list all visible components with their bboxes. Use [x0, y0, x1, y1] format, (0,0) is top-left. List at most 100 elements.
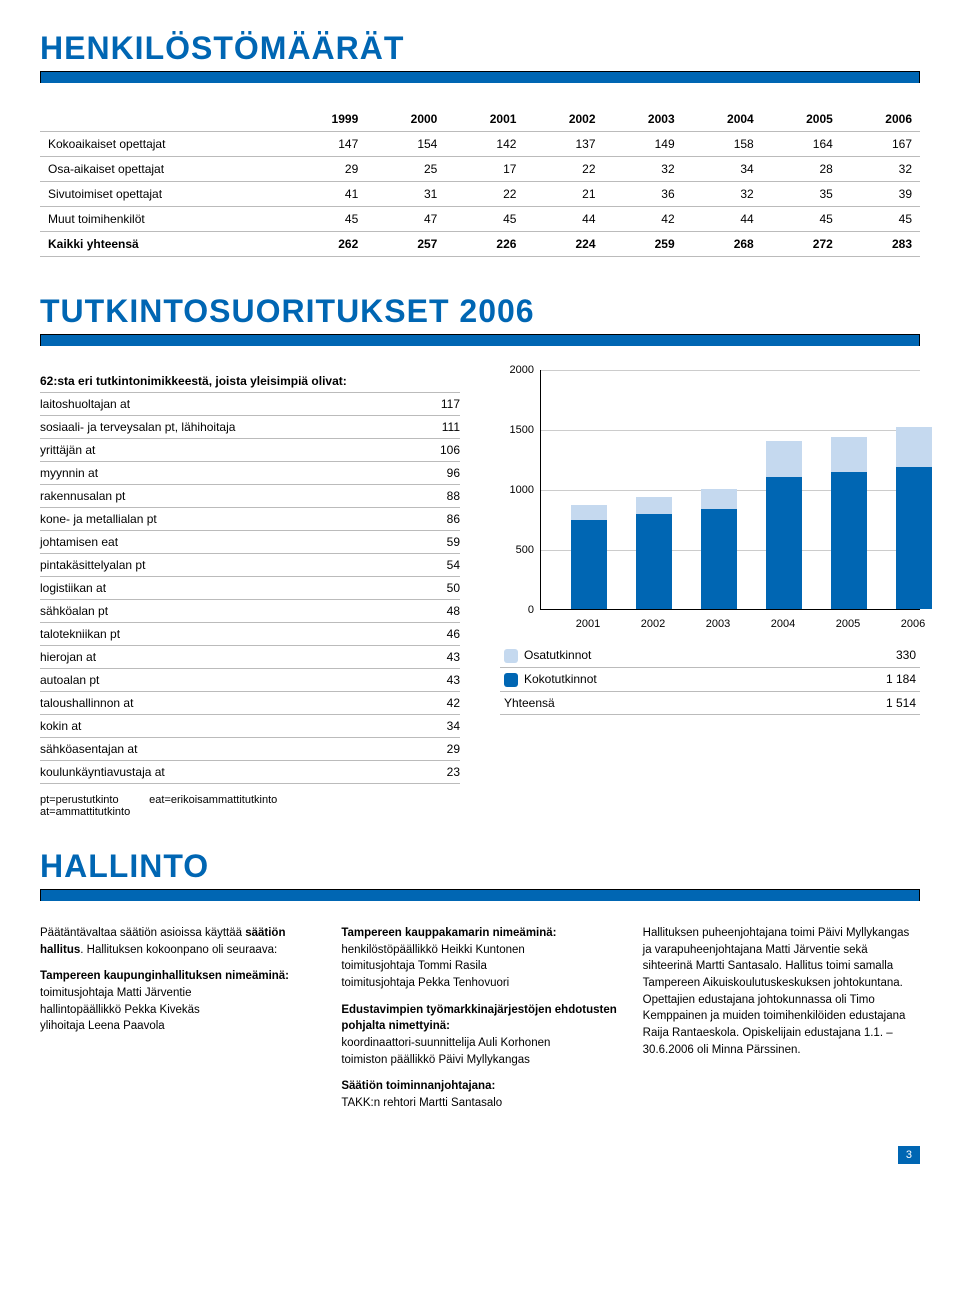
cell: 31 — [366, 182, 445, 207]
text: ylihoitaja Leena Paavola — [40, 1020, 165, 1032]
list-item: myynnin at96 — [40, 462, 460, 485]
abbr-line: pt=perustutkinto eat=erikoisammattitutki… — [40, 794, 460, 818]
list-label: logistiikan at — [40, 577, 421, 600]
bar-group — [766, 441, 802, 609]
bar-group — [636, 497, 672, 609]
list-label: sähköasentajan at — [40, 738, 421, 761]
degree-list-table: laitoshuoltajan at117sosiaali- ja tervey… — [40, 393, 460, 784]
list-item: johtamisen eat59 — [40, 531, 460, 554]
degree-chart: 0500100015002000 20012002200320042005200… — [500, 370, 920, 630]
legend-label-cell: Osatutkinnot — [500, 644, 805, 667]
cell: 25 — [366, 157, 445, 182]
table-header: 2001 — [445, 107, 524, 132]
x-axis-label: 2002 — [641, 618, 665, 630]
list-item: laitoshuoltajan at117 — [40, 393, 460, 416]
row-label: Sivutoimiset opettajat — [40, 182, 287, 207]
hallinto-columns: Päätäntävaltaa säätiön asioissa käyttää … — [40, 925, 920, 1122]
legend-swatch-icon — [504, 649, 518, 663]
bar-group — [571, 505, 607, 609]
text: Päätäntävaltaa säätiön asioissa käyttää — [40, 927, 245, 939]
list-item: autoalan pt43 — [40, 669, 460, 692]
abbr-at: at=ammattitutkinto — [40, 806, 130, 818]
hallinto-col-2: Tampereen kauppakamarin nimeäminä: henki… — [341, 925, 618, 1122]
cell: 257 — [366, 232, 445, 257]
text: hallintopäällikkö Pekka Kivekäs — [40, 1004, 200, 1016]
row-label: Osa-aikaiset opettajat — [40, 157, 287, 182]
x-axis-label: 2003 — [706, 618, 730, 630]
list-item: logistiikan at50 — [40, 577, 460, 600]
subhead: Tampereen kaupunginhallituksen nimeäminä… — [40, 970, 289, 982]
section-title-hallinto: HALLINTO — [40, 848, 920, 885]
cell: 34 — [683, 157, 762, 182]
text: henkilöstöpäällikkö Heikki Kuntonen — [341, 944, 524, 956]
page-number: 3 — [898, 1146, 920, 1164]
legend-value: 1 514 — [805, 691, 920, 714]
page-number-wrap: 3 — [40, 1146, 920, 1164]
list-item: sähköalan pt48 — [40, 600, 460, 623]
cell: 32 — [841, 157, 920, 182]
abbr-pt: pt=perustutkinto — [40, 794, 119, 806]
cell: 41 — [287, 182, 366, 207]
cell: 22 — [524, 157, 603, 182]
table-header — [40, 107, 287, 132]
cell: 28 — [762, 157, 841, 182]
cell: 137 — [524, 132, 603, 157]
list-value: 29 — [421, 738, 460, 761]
list-value: 34 — [421, 715, 460, 738]
row-label: Muut toimihenkilöt — [40, 207, 287, 232]
list-item: kokin at34 — [40, 715, 460, 738]
list-item: yrittäjän at106 — [40, 439, 460, 462]
legend-row: Yhteensä1 514 — [500, 691, 920, 714]
cell: 39 — [841, 182, 920, 207]
x-axis-label: 2004 — [771, 618, 795, 630]
cell: 272 — [762, 232, 841, 257]
bar-segment-koko — [636, 514, 672, 609]
cell: 44 — [683, 207, 762, 232]
list-label: sähköalan pt — [40, 600, 421, 623]
cell: 47 — [366, 207, 445, 232]
abbr-eat: eat=erikoisammattitutkinto — [149, 794, 277, 806]
table-row: Sivutoimiset opettajat4131222136323539 — [40, 182, 920, 207]
y-axis-label: 500 — [500, 544, 534, 556]
list-value: 50 — [421, 577, 460, 600]
hallinto-col-1: Päätäntävaltaa säätiön asioissa käyttää … — [40, 925, 317, 1122]
text: toimitusjohtaja Pekka Tenhovuori — [341, 977, 509, 989]
divider-bar — [40, 889, 920, 901]
cell: 262 — [287, 232, 366, 257]
list-label: yrittäjän at — [40, 439, 421, 462]
list-item: sähköasentajan at29 — [40, 738, 460, 761]
subhead: Säätiön toiminnanjohtajana: — [341, 1080, 495, 1092]
list-label: koulunkäyntiavustaja at — [40, 761, 421, 784]
text: toimiston päällikkö Päivi Myllykangas — [341, 1054, 530, 1066]
list-item: taloushallinnon at42 — [40, 692, 460, 715]
cell: 21 — [524, 182, 603, 207]
legend-value: 1 184 — [805, 667, 920, 691]
table-header: 2000 — [366, 107, 445, 132]
row-label: Kaikki yhteensä — [40, 232, 287, 257]
x-axis-label: 2005 — [836, 618, 860, 630]
list-label: laitoshuoltajan at — [40, 393, 421, 416]
legend-value: 330 — [805, 644, 920, 667]
cell: 158 — [683, 132, 762, 157]
list-item: koulunkäyntiavustaja at23 — [40, 761, 460, 784]
table-header: 2006 — [841, 107, 920, 132]
legend-label-cell: Kokotutkinnot — [500, 667, 805, 691]
table-row: Muut toimihenkilöt4547454442444545 — [40, 207, 920, 232]
list-item: sosiaali- ja terveysalan pt, lähihoitaja… — [40, 416, 460, 439]
divider-bar — [40, 334, 920, 346]
legend-label: Osatutkinnot — [524, 648, 591, 662]
list-value: 46 — [421, 623, 460, 646]
cell: 224 — [524, 232, 603, 257]
row-label: Kokoaikaiset opettajat — [40, 132, 287, 157]
cell: 142 — [445, 132, 524, 157]
bar-segment-osat — [896, 427, 932, 467]
list-value: 88 — [421, 485, 460, 508]
hallinto-col-3: Hallituksen puheenjohtajana toimi Päivi … — [643, 925, 920, 1122]
list-label: talotekniikan pt — [40, 623, 421, 646]
bar-segment-koko — [896, 467, 932, 609]
cell: 44 — [524, 207, 603, 232]
list-label: autoalan pt — [40, 669, 421, 692]
list-label: kokin at — [40, 715, 421, 738]
cell: 259 — [604, 232, 683, 257]
section-title-degrees: TUTKINTOSUORITUKSET 2006 — [40, 293, 920, 330]
